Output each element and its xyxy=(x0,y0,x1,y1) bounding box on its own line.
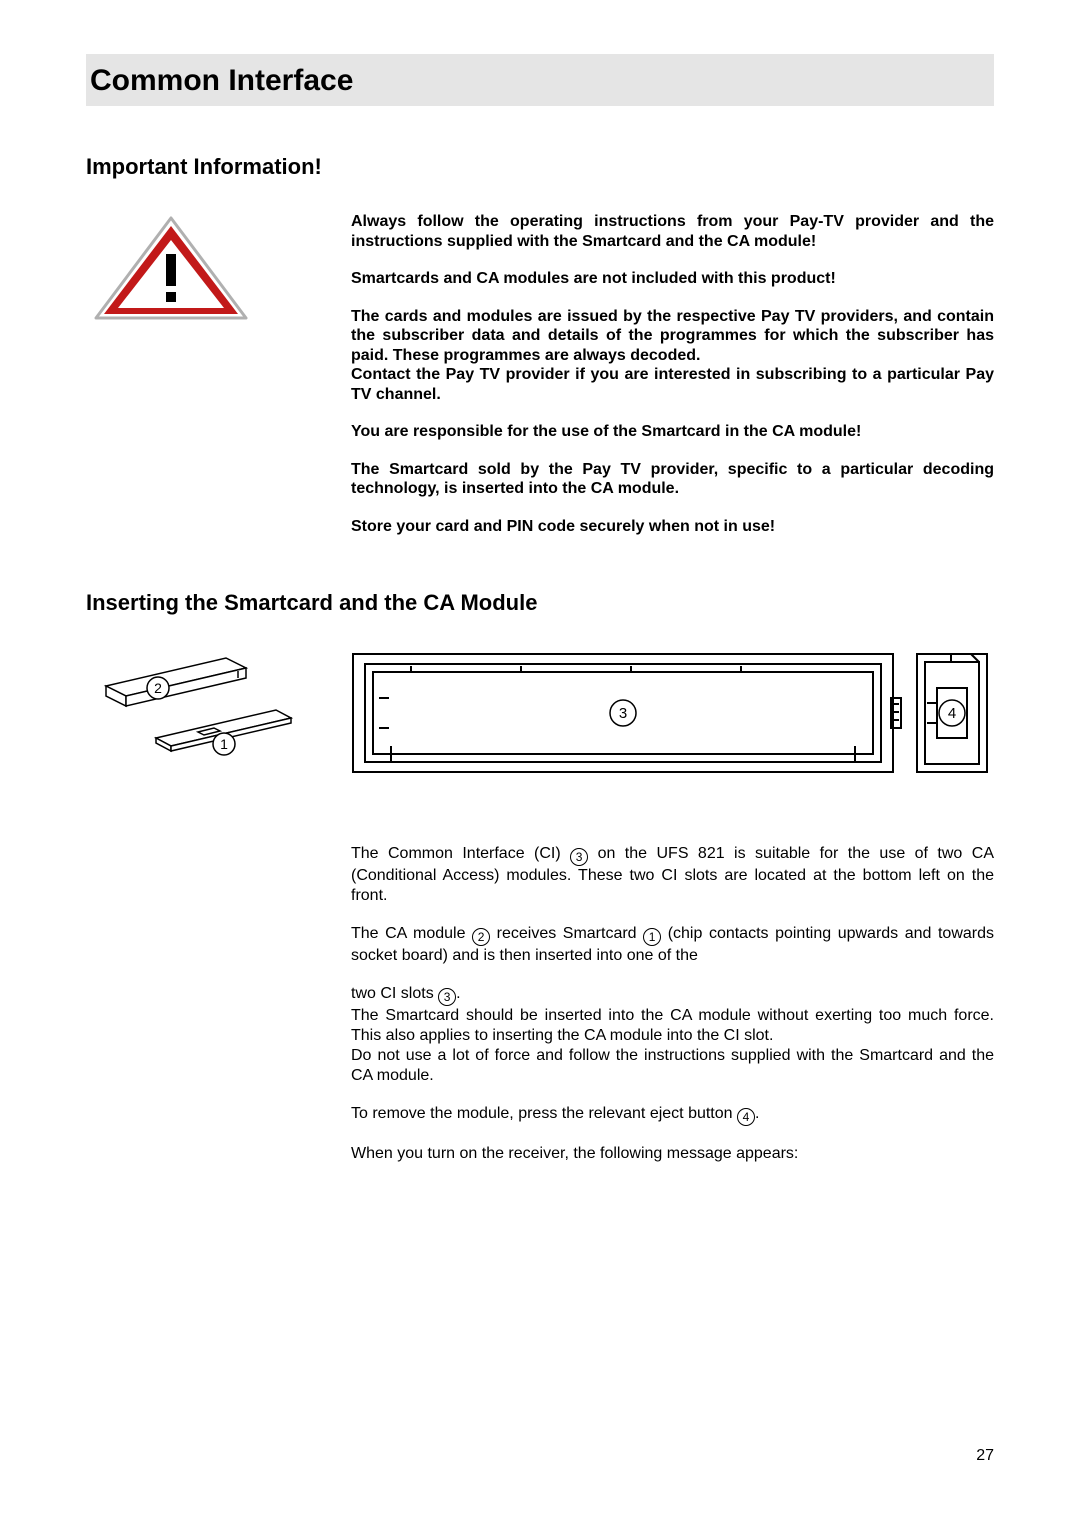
body-paragraph: The Common Interface (CI) 3 on the UFS 8… xyxy=(351,844,994,906)
diagram-label-4: 4 xyxy=(948,705,956,722)
text-span: two CI slots xyxy=(351,985,438,1002)
ci-slot-diagram-column: 3 4 xyxy=(351,648,994,778)
text-span: The cards and modules are issued by the … xyxy=(351,308,994,364)
text-span: To remove the module, press the relevant… xyxy=(351,1105,737,1122)
inserting-body-block: The Common Interface (CI) 3 on the UFS 8… xyxy=(86,844,994,1182)
text-span: The CA module xyxy=(351,925,472,942)
page-number: 27 xyxy=(976,1447,994,1465)
smartcard-diagram-column: 2 1 xyxy=(86,648,351,798)
important-paragraph: You are responsible for the use of the S… xyxy=(351,422,994,442)
body-paragraph: The CA module 2 receives Smartcard 1 (ch… xyxy=(351,924,994,966)
diagram-label-2: 2 xyxy=(154,680,162,696)
circled-number: 3 xyxy=(438,988,456,1006)
important-paragraph: Store your card and PIN code securely wh… xyxy=(351,517,994,537)
warning-icon-column xyxy=(86,212,351,332)
warning-triangle-icon xyxy=(86,212,256,332)
diagram-row: 2 1 xyxy=(86,648,994,798)
document-page: Common Interface Important Information! … xyxy=(0,0,1080,1527)
inserting-body-text: The Common Interface (CI) 3 on the UFS 8… xyxy=(351,844,994,1182)
text-span: . xyxy=(755,1105,759,1122)
diagram-label-3: 3 xyxy=(619,705,627,722)
important-paragraph: Smartcards and CA modules are not includ… xyxy=(351,269,994,289)
ci-slot-diagram: 3 4 xyxy=(351,648,991,778)
important-paragraph: The Smartcard sold by the Pay TV provide… xyxy=(351,460,994,499)
important-info-block: Always follow the operating instructions… xyxy=(86,212,994,554)
important-paragraph: Always follow the operating instructions… xyxy=(351,212,994,251)
page-title: Common Interface xyxy=(86,64,994,98)
body-paragraph: When you turn on the receiver, the follo… xyxy=(351,1144,994,1164)
circled-number: 2 xyxy=(472,928,490,946)
body-paragraph: The Smartcard should be inserted into th… xyxy=(351,1006,994,1046)
circled-number: 3 xyxy=(570,848,588,866)
body-paragraph: To remove the module, press the relevant… xyxy=(351,1104,994,1126)
important-paragraph: The cards and modules are issued by the … xyxy=(351,307,994,366)
important-paragraph: Contact the Pay TV provider if you are i… xyxy=(351,365,994,404)
section-heading-important: Important Information! xyxy=(86,154,994,180)
text-span: receives Smartcard xyxy=(490,925,643,942)
body-paragraph: Do not use a lot of force and follow the… xyxy=(351,1046,994,1086)
smartcard-ca-module-diagram: 2 1 xyxy=(86,648,306,798)
body-paragraph: two CI slots 3. xyxy=(351,984,994,1006)
text-span: The Common Interface (CI) xyxy=(351,845,570,862)
section-heading-inserting: Inserting the Smartcard and the CA Modul… xyxy=(86,590,994,616)
title-bar: Common Interface xyxy=(86,54,994,106)
text-span: . xyxy=(456,985,460,1002)
diagram-label-1: 1 xyxy=(220,736,228,752)
important-info-text: Always follow the operating instructions… xyxy=(351,212,994,554)
circled-number: 4 xyxy=(737,1108,755,1126)
circled-number: 1 xyxy=(643,928,661,946)
